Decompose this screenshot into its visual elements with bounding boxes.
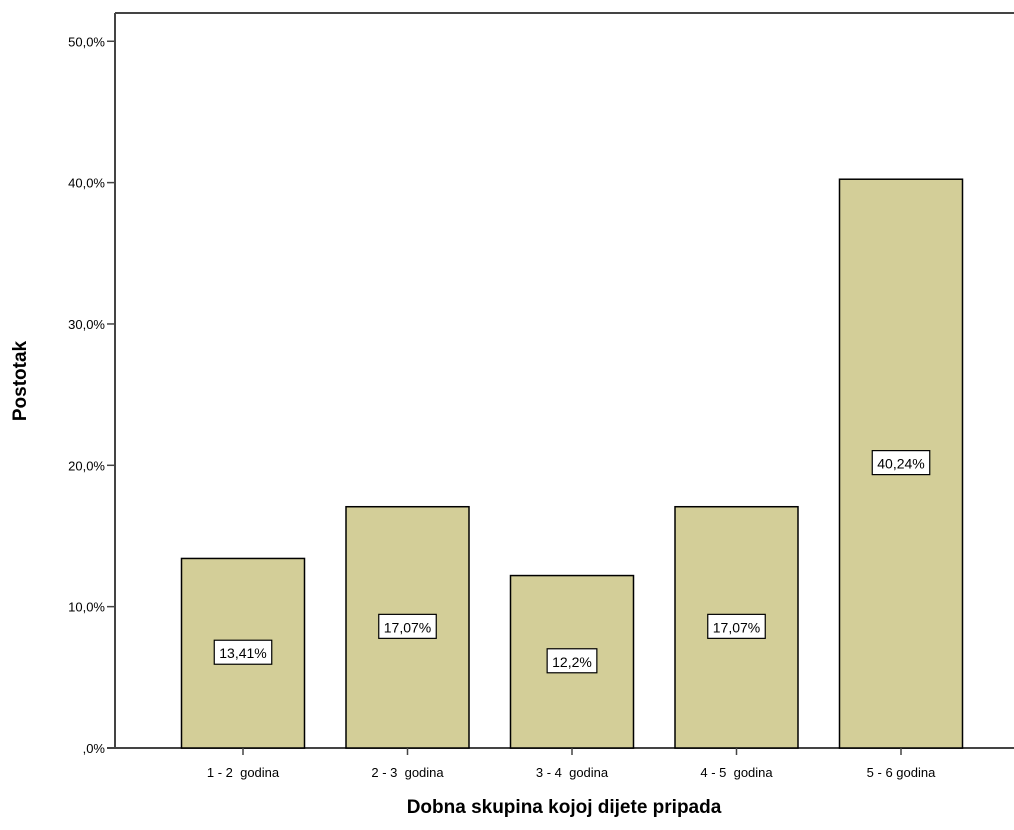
- x-axis-title: Dobna skupina kojoj dijete pripada: [407, 797, 722, 818]
- data-label: 17,07%: [378, 613, 437, 639]
- data-labels: 13,41% 17,07% 12,2% 17,07% 40,24%: [213, 450, 931, 674]
- y-tick-label: ,0%: [83, 741, 106, 756]
- data-label: 17,07%: [707, 613, 766, 639]
- data-label-text: 17,07%: [384, 619, 431, 635]
- y-axis-ticks: ,0% 10,0% 20,0% 30,0% 40,0% 50,0%: [68, 34, 115, 756]
- y-axis-title: Postotak: [10, 340, 31, 421]
- x-tick-label: 1 - 2 godina: [207, 765, 280, 780]
- data-label-text: 40,24%: [877, 456, 924, 472]
- data-label: 13,41%: [213, 639, 273, 665]
- bar: [180, 557, 306, 749]
- data-label-text: 17,07%: [713, 619, 760, 635]
- data-label-text: 13,41%: [219, 645, 266, 661]
- x-tick-label: 4 - 5 godina: [700, 765, 773, 780]
- data-label-text: 12,2%: [552, 654, 592, 670]
- y-tick-label: 10,0%: [68, 600, 105, 615]
- data-label-box: [871, 450, 931, 476]
- data-label: 40,24%: [871, 450, 931, 476]
- y-tick-label: 30,0%: [68, 317, 105, 332]
- data-label-box: [707, 613, 766, 639]
- x-tick-label: 3 - 4 godina: [536, 765, 609, 780]
- x-axis-categories: 1 - 2 godina 2 - 3 godina 3 - 4 godina 4 - …: [207, 748, 936, 780]
- x-tick-label: 5 - 6 godina: [867, 765, 936, 780]
- y-tick-label: 20,0%: [68, 458, 105, 473]
- data-label: 12,2%: [546, 648, 598, 674]
- data-label-box: [378, 613, 437, 639]
- bars: [180, 178, 964, 749]
- data-label-box: [546, 648, 598, 674]
- x-tick-label: 2 - 3 godina: [371, 765, 444, 780]
- y-tick-label: 40,0%: [68, 176, 105, 191]
- y-tick-label: 50,0%: [68, 34, 105, 49]
- data-label-box: [213, 639, 273, 665]
